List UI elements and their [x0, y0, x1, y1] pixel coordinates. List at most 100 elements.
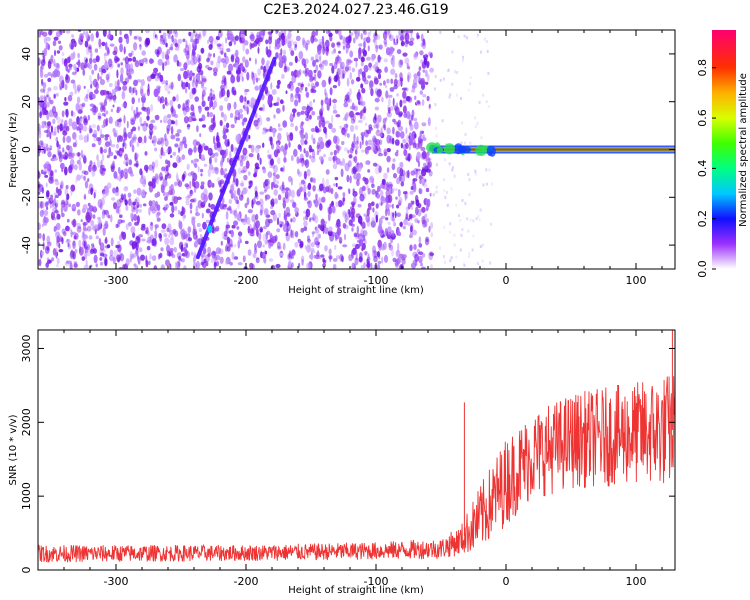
spectrogram-noise-cell — [84, 40, 89, 48]
spectrogram-noise-cell — [278, 213, 281, 218]
spectrogram-noise-cell — [92, 205, 97, 210]
spectrogram-noise-cell — [105, 117, 109, 127]
spectrogram-y-tick-label: -20 — [20, 188, 33, 206]
spectrogram-noise-cell — [378, 44, 383, 50]
spectrogram-noise-cell — [272, 128, 276, 138]
spectrogram-noise-cell — [234, 115, 238, 124]
spectrogram-noise-cell — [93, 106, 99, 113]
spectrogram-noise-cell — [147, 83, 150, 92]
spectrogram-noise-cell — [195, 212, 200, 217]
spectrogram-noise-cell — [208, 192, 213, 201]
spectrogram-noise-cell — [99, 101, 105, 106]
spectrogram-noise-cell — [362, 115, 366, 121]
spectrogram-noise-cell — [286, 134, 291, 142]
spectrogram-noise-cell — [54, 169, 57, 173]
spectrogram-noise-cell — [394, 151, 399, 157]
spectrogram-noise-cell — [90, 219, 95, 227]
spectrogram-noise-cell — [230, 74, 236, 84]
spectrogram-noise-cell — [429, 67, 434, 73]
spectrogram-noise-cell — [332, 98, 338, 104]
spectrogram-noise-cell — [273, 184, 279, 189]
spectrogram-noise-cell — [213, 120, 216, 127]
spectrogram-noise-cell — [65, 64, 69, 72]
spectrogram-noise-cell — [194, 33, 200, 41]
spectrogram-noise-cell — [174, 181, 178, 187]
spectrogram-noise-cell — [175, 133, 180, 137]
spectrogram-noise-cell — [294, 99, 299, 107]
spectrogram-noise-cell — [72, 82, 77, 90]
spectrogram-noise-cell — [43, 36, 48, 44]
spectrogram-noise-cell — [298, 50, 304, 60]
spectrogram-noise-cell — [282, 197, 286, 203]
spectrogram-noise-cell — [226, 236, 231, 244]
spectrogram-noise-cell — [371, 217, 375, 222]
spectrogram-noise-cell — [123, 160, 126, 165]
spectrogram-noise-cell — [55, 30, 61, 38]
spectrogram-noise-cell — [352, 188, 355, 194]
spectrogram-noise-cell — [326, 102, 330, 111]
spectrogram-noise-speckle — [481, 259, 484, 263]
spectrogram-noise-cell — [131, 144, 135, 153]
spectrogram-noise-cell — [332, 156, 336, 164]
spectrogram-noise-cell — [56, 235, 60, 244]
spectrogram-noise-speckle — [467, 173, 470, 176]
spectrogram-noise-cell — [280, 167, 284, 172]
spectrogram-noise-cell — [206, 57, 210, 63]
spectrogram-noise-cell — [373, 32, 378, 41]
spectrogram-noise-cell — [288, 252, 293, 258]
spectrogram-noise-cell — [255, 213, 259, 221]
spectrogram-noise-cell — [233, 256, 239, 260]
spectrogram-noise-cell — [203, 194, 208, 203]
spectrogram-noise-cell — [305, 91, 310, 98]
spectrogram-noise-cell — [365, 214, 371, 223]
colorbar-tick-label: 0.2 — [696, 210, 709, 228]
spectrogram-noise-cell — [368, 67, 372, 71]
spectrogram-noise-cell — [170, 125, 174, 135]
spectrogram-noise-cell — [387, 107, 391, 114]
spectrogram-noise-cell — [388, 34, 394, 41]
spectrogram-noise — [38, 30, 494, 269]
spectrogram-noise-cell — [358, 52, 361, 60]
spectrogram-noise-cell — [148, 200, 153, 207]
spectrogram-noise-cell — [150, 119, 156, 124]
spectrogram-noise-speckle — [463, 34, 466, 38]
spectrogram-noise-cell — [339, 253, 343, 262]
spectrogram-noise-cell — [272, 212, 277, 222]
spectrogram-noise-cell — [138, 234, 143, 238]
spectrogram-noise-cell — [389, 46, 394, 55]
spectrogram-noise-speckle — [469, 82, 472, 86]
spectrogram-noise-cell — [93, 225, 98, 230]
spectrogram-noise-cell — [377, 128, 379, 133]
spectrogram-noise-cell — [407, 169, 410, 179]
spectrogram-noise-cell — [43, 47, 48, 57]
spectrogram-noise-cell — [375, 129, 381, 137]
spectrogram-noise-speckle — [491, 182, 494, 186]
spectrogram-noise-cell — [61, 119, 64, 124]
spectrogram-noise-cell — [86, 248, 92, 257]
spectrogram-noise-cell — [56, 50, 61, 54]
spectrogram-noise-cell — [148, 164, 154, 171]
spectrogram-noise-cell — [421, 40, 427, 50]
spectrogram-noise-cell — [242, 56, 246, 63]
spectrogram-noise-cell — [135, 89, 138, 96]
spectrogram-noise-cell — [72, 240, 76, 247]
spectrogram-noise-cell — [164, 182, 169, 187]
spectrogram-noise-cell — [151, 208, 156, 214]
spectrogram-noise-cell — [146, 115, 150, 121]
spectrogram-noise-cell — [75, 139, 78, 148]
spectrogram-noise-cell — [353, 37, 356, 44]
spectrogram-noise-cell — [79, 116, 83, 120]
spectrogram-noise-cell — [118, 147, 123, 157]
spectrogram-noise-cell — [130, 87, 134, 96]
tone-band-core — [431, 148, 675, 151]
spectrogram-noise-speckle — [475, 217, 478, 220]
spectrogram-noise-cell — [105, 41, 108, 51]
spectrogram-noise-cell — [254, 145, 260, 154]
spectrogram-noise-cell — [53, 227, 56, 233]
spectrogram-noise-cell — [68, 203, 72, 208]
spectrogram-noise-cell — [226, 246, 231, 252]
spectrogram-noise-cell — [356, 91, 361, 101]
spectrogram-noise-cell — [246, 216, 251, 225]
spectrogram-noise-cell — [251, 214, 257, 223]
spectrogram-noise-cell — [162, 151, 166, 157]
